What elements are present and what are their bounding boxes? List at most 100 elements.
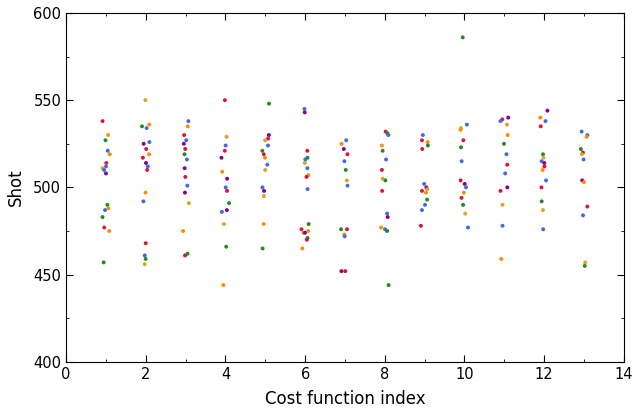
Point [417, 146, 428, 152]
Point [260, 137, 270, 144]
Point [421, 189, 431, 196]
Point [141, 160, 151, 166]
Point [538, 167, 548, 173]
Point [381, 156, 391, 163]
Point [499, 140, 509, 147]
Point [179, 132, 189, 138]
Point [218, 282, 228, 288]
Point [579, 156, 589, 163]
Point [500, 170, 510, 177]
Point [459, 189, 469, 196]
Point [417, 137, 427, 144]
Point [502, 161, 513, 168]
Point [296, 226, 307, 232]
Point [382, 130, 392, 137]
Point [141, 256, 151, 262]
Point [257, 184, 268, 191]
Point [342, 177, 352, 184]
Point [99, 259, 109, 266]
Point [578, 212, 588, 219]
Point [180, 173, 191, 180]
Point [336, 226, 346, 232]
Point [303, 221, 314, 227]
Point [180, 189, 190, 196]
Point [221, 134, 232, 140]
Point [577, 128, 587, 135]
Point [179, 151, 189, 158]
Point [577, 151, 587, 158]
Point [458, 137, 468, 144]
Point [100, 137, 111, 144]
Point [140, 261, 150, 268]
Point [538, 154, 548, 161]
Point [220, 147, 230, 154]
Point [183, 118, 193, 124]
Point [339, 231, 349, 238]
Point [421, 184, 431, 191]
Point [300, 105, 310, 112]
Point [540, 163, 550, 170]
Point [540, 118, 550, 124]
Point [577, 177, 588, 184]
Point [221, 142, 231, 149]
Point [340, 167, 351, 173]
Point [382, 210, 392, 217]
Point [582, 203, 593, 210]
Point [582, 132, 593, 138]
Point [302, 147, 312, 154]
Point [182, 156, 192, 163]
Point [579, 179, 589, 186]
Point [263, 135, 273, 142]
Point [383, 282, 394, 288]
Point [102, 147, 113, 154]
Point [224, 200, 234, 206]
Point [182, 182, 193, 189]
Point [103, 132, 113, 138]
Point [141, 125, 152, 132]
Point [495, 188, 506, 194]
Point [417, 207, 427, 213]
Y-axis label: Shot: Shot [7, 168, 25, 206]
Point [377, 142, 387, 149]
Point [463, 224, 473, 231]
Point [100, 207, 110, 213]
Point [259, 221, 269, 227]
Point [222, 188, 232, 194]
Point [180, 252, 190, 259]
Point [137, 123, 147, 129]
Point [179, 165, 189, 171]
Point [298, 229, 308, 236]
Point [423, 142, 433, 149]
Point [259, 151, 269, 158]
Point [301, 237, 312, 243]
Point [259, 193, 269, 200]
Point [339, 146, 349, 152]
Point [217, 168, 227, 175]
Point [339, 158, 349, 165]
Point [418, 132, 428, 138]
Point [97, 165, 108, 171]
Point [144, 139, 154, 145]
Point [380, 177, 390, 184]
Point [259, 188, 269, 194]
Point [496, 256, 506, 262]
Point [99, 224, 109, 231]
Point [140, 97, 150, 103]
Point [578, 149, 588, 156]
Point [460, 210, 470, 217]
Point [458, 202, 468, 208]
Point [456, 144, 466, 151]
Point [377, 188, 387, 194]
Point [144, 151, 154, 158]
Point [222, 176, 232, 182]
Point [376, 224, 386, 231]
Point [182, 123, 193, 129]
Point [103, 205, 113, 212]
Point [99, 167, 109, 173]
Point [264, 100, 274, 107]
Point [302, 154, 312, 161]
Point [582, 134, 592, 140]
Point [138, 154, 148, 161]
Point [536, 198, 547, 205]
Point [503, 114, 513, 121]
